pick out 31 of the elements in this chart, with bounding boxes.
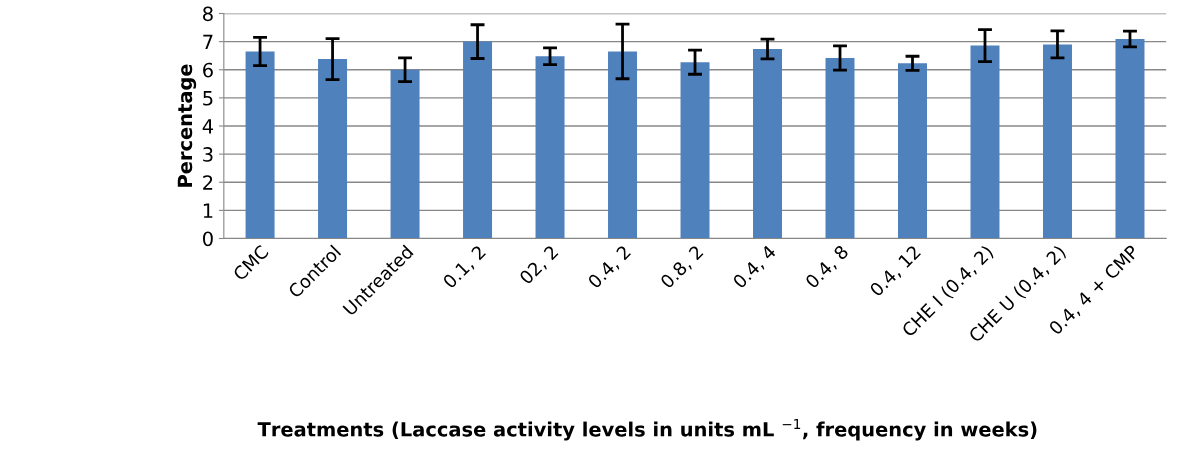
x-tick-label: 0.4, 4 — [732, 244, 778, 291]
bar — [535, 56, 565, 239]
bar — [898, 63, 927, 239]
bar — [1042, 44, 1072, 239]
bar — [245, 51, 275, 239]
y-tick-label: 3 — [203, 147, 213, 162]
y-axis-title: Percentage — [177, 64, 197, 187]
bar — [753, 48, 783, 239]
y-tick-label: 4 — [202, 119, 214, 134]
y-tick-label: 8 — [203, 6, 213, 22]
x-tick-label: 0.4, 2 — [587, 244, 633, 291]
bar — [680, 62, 710, 239]
y-tick-label: 0 — [203, 231, 213, 247]
y-tick-label: 2 — [203, 175, 213, 190]
y-tick-label: 1 — [203, 203, 213, 218]
bar — [318, 59, 348, 239]
x-tick-label: 0.8, 2 — [659, 244, 705, 291]
y-tick-label: 7 — [203, 34, 213, 50]
bar — [970, 45, 1000, 239]
bar — [390, 69, 420, 239]
x-tick-label: 0.4, 12 — [868, 244, 923, 299]
x-tick-label: 0.4, 8 — [804, 244, 851, 291]
bar — [608, 51, 638, 239]
y-tick-label: 5 — [203, 91, 213, 106]
bar — [463, 41, 493, 239]
x-axis-title: Treatments (Laccase activity levels in units mL $^{−1}$, frequency in weeks) — [257, 419, 1037, 441]
y-tick-label: 6 — [203, 62, 213, 78]
x-tick-label: 0.1, 2 — [442, 244, 488, 291]
x-tick-label: 02, 2 — [518, 244, 560, 287]
bar — [825, 57, 855, 239]
bar — [1115, 39, 1145, 239]
